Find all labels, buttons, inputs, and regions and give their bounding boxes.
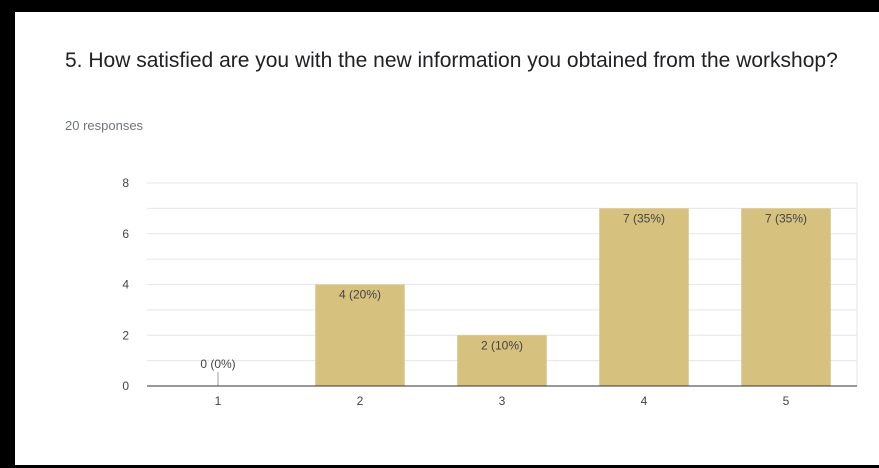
x-tick-label: 5 <box>783 394 790 408</box>
data-label: 4 (20%) <box>339 288 381 302</box>
question-title: 5. How satisfied are you with the new in… <box>65 49 838 72</box>
x-tick-label: 4 <box>641 394 648 408</box>
y-tick-label: 4 <box>122 278 129 292</box>
y-tick-label: 8 <box>122 176 129 190</box>
y-tick-label: 6 <box>122 227 129 241</box>
data-label: 7 (35%) <box>623 211 665 225</box>
response-count: 20 responses <box>65 118 144 133</box>
data-label: 7 (35%) <box>765 211 807 225</box>
question-card: 5. How satisfied are you with the new in… <box>15 12 879 465</box>
bar-chart: 0 2 4 6 8 0 (0%) 1 4 (20%) 2 2 (10%) 3 7 (35%) 4 7 (3… <box>122 176 858 408</box>
y-tick-label: 2 <box>122 328 129 342</box>
bar <box>599 208 689 386</box>
bar <box>315 284 405 386</box>
y-tick-label: 0 <box>122 379 129 393</box>
x-tick-label: 3 <box>499 394 506 408</box>
x-tick-label: 1 <box>215 394 222 408</box>
bar <box>457 335 547 386</box>
data-label: 0 (0%) <box>200 357 235 371</box>
bar <box>741 208 831 386</box>
data-label: 2 (10%) <box>481 338 523 352</box>
x-tick-label: 2 <box>357 394 364 408</box>
